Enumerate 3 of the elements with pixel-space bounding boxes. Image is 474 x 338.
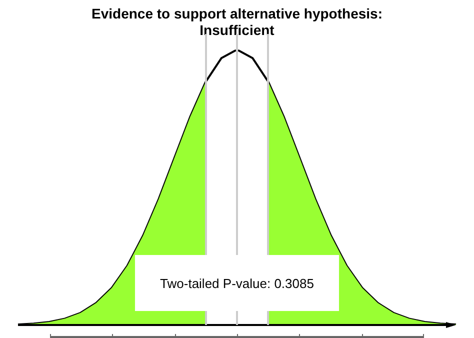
chart-title: Evidence to support alternative hypothesis: Insufficient	[92, 5, 382, 38]
annotation: Two-tailed P-value: 0.3085	[160, 276, 314, 290]
label-box: Two-tailed P-value: 0.3085	[135, 255, 339, 311]
